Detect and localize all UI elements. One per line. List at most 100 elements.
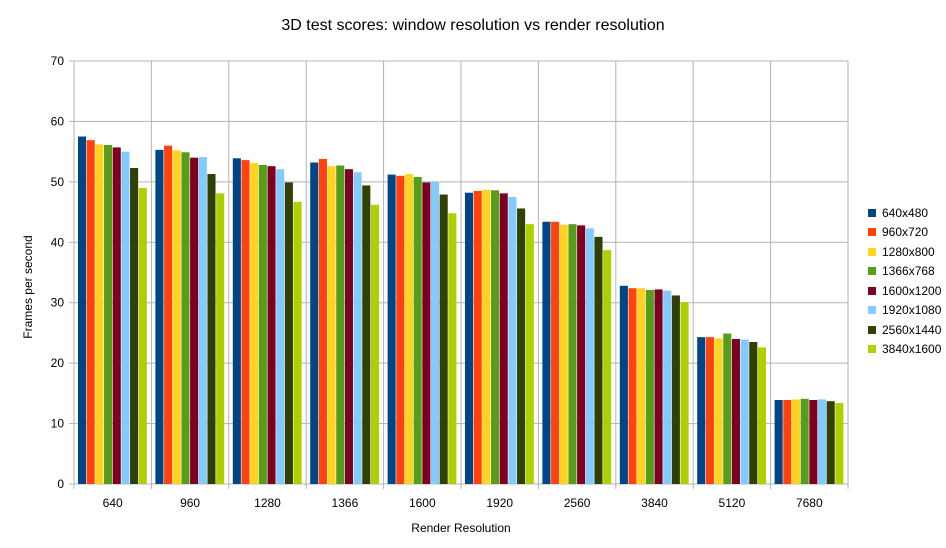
bar (362, 185, 371, 485)
bar (216, 193, 225, 484)
legend-swatch (868, 286, 876, 295)
bar (207, 174, 216, 484)
bar (817, 399, 827, 484)
bar (250, 163, 259, 484)
bar (95, 144, 104, 484)
x-tick-label: 1366 (332, 496, 359, 510)
bar (491, 190, 500, 484)
bar (293, 201, 302, 485)
bar (112, 147, 121, 484)
bar (577, 225, 586, 484)
bar (723, 333, 732, 484)
x-axis-label: Render Resolution (411, 521, 511, 535)
bar (396, 175, 405, 484)
bar (336, 165, 345, 485)
y-tick-label: 60 (51, 114, 65, 128)
y-tick-label: 40 (51, 235, 65, 249)
legend-item: 2560x1440 (868, 320, 941, 340)
x-tick-label: 640 (103, 496, 123, 510)
bar (835, 403, 844, 484)
bar (628, 288, 637, 484)
bar (465, 192, 474, 485)
bar (241, 160, 250, 484)
bar (138, 187, 147, 484)
chart-title: 3D test scores: window resolution vs ren… (281, 17, 665, 34)
legend-item: 640x480 (868, 203, 941, 223)
bar (181, 152, 190, 484)
x-tick-label: 960 (180, 496, 200, 510)
bar (663, 290, 672, 484)
legend-swatch (868, 345, 876, 354)
legend-swatch (868, 247, 876, 256)
y-tick-label: 70 (51, 54, 65, 68)
y-axis-label: Frames per second (21, 235, 35, 339)
legend-swatch (868, 228, 876, 237)
bar (232, 158, 241, 485)
bar (344, 169, 353, 485)
bar (267, 166, 276, 484)
bar (809, 400, 818, 484)
bar (310, 162, 319, 484)
legend-item: 1600x1200 (868, 281, 941, 301)
bar (705, 337, 714, 484)
x-tick-label: 1600 (409, 496, 436, 510)
bar (284, 182, 293, 484)
bar (130, 167, 139, 484)
x-tick-label: 7680 (796, 496, 823, 510)
bar (482, 189, 491, 484)
bar (517, 208, 526, 484)
bar (559, 224, 568, 484)
bar (448, 213, 457, 484)
bar (258, 164, 267, 484)
bar (826, 401, 835, 484)
legend-label: 640x480 (882, 205, 929, 220)
y-tick-label: 0 (57, 477, 64, 491)
bar (774, 400, 783, 484)
bar (680, 302, 689, 484)
bar (404, 174, 414, 484)
bar (671, 295, 680, 484)
legend-label: 2560x1440 (882, 322, 942, 337)
bar (645, 290, 654, 484)
bar (654, 289, 663, 484)
x-tick-label: 3840 (641, 496, 668, 510)
bar (800, 398, 809, 484)
bar (714, 338, 723, 484)
bar (327, 166, 336, 484)
bar (783, 400, 792, 484)
legend-label: 1920x1080 (882, 303, 942, 318)
bar (473, 190, 482, 485)
legend-item: 1280x800 (868, 242, 941, 262)
legend-label: 1366x768 (882, 264, 935, 279)
x-tick-label: 5120 (719, 496, 746, 510)
bar (78, 136, 87, 485)
bar (172, 150, 181, 484)
bar (731, 338, 740, 484)
y-tick-label: 10 (51, 417, 65, 431)
bar (697, 337, 706, 484)
bar (439, 194, 448, 485)
legend-item: 960x720 (868, 223, 941, 243)
bar (430, 181, 440, 485)
bar (637, 288, 646, 484)
bar (121, 151, 130, 484)
bar (619, 285, 628, 484)
bar (594, 236, 603, 484)
legend-label: 960x720 (882, 225, 929, 240)
y-tick-label: 50 (51, 175, 65, 189)
legend-label: 3840x1600 (882, 342, 942, 357)
bar (413, 177, 422, 484)
bar (791, 399, 801, 484)
bar (164, 145, 173, 484)
bar (387, 174, 396, 485)
bar (603, 250, 612, 484)
bar (499, 193, 508, 484)
bar (757, 347, 767, 484)
bar (740, 339, 749, 484)
legend-swatch (868, 306, 876, 315)
bar (525, 224, 534, 484)
bar (585, 228, 594, 484)
legend-swatch (868, 267, 876, 276)
bar (749, 341, 758, 484)
